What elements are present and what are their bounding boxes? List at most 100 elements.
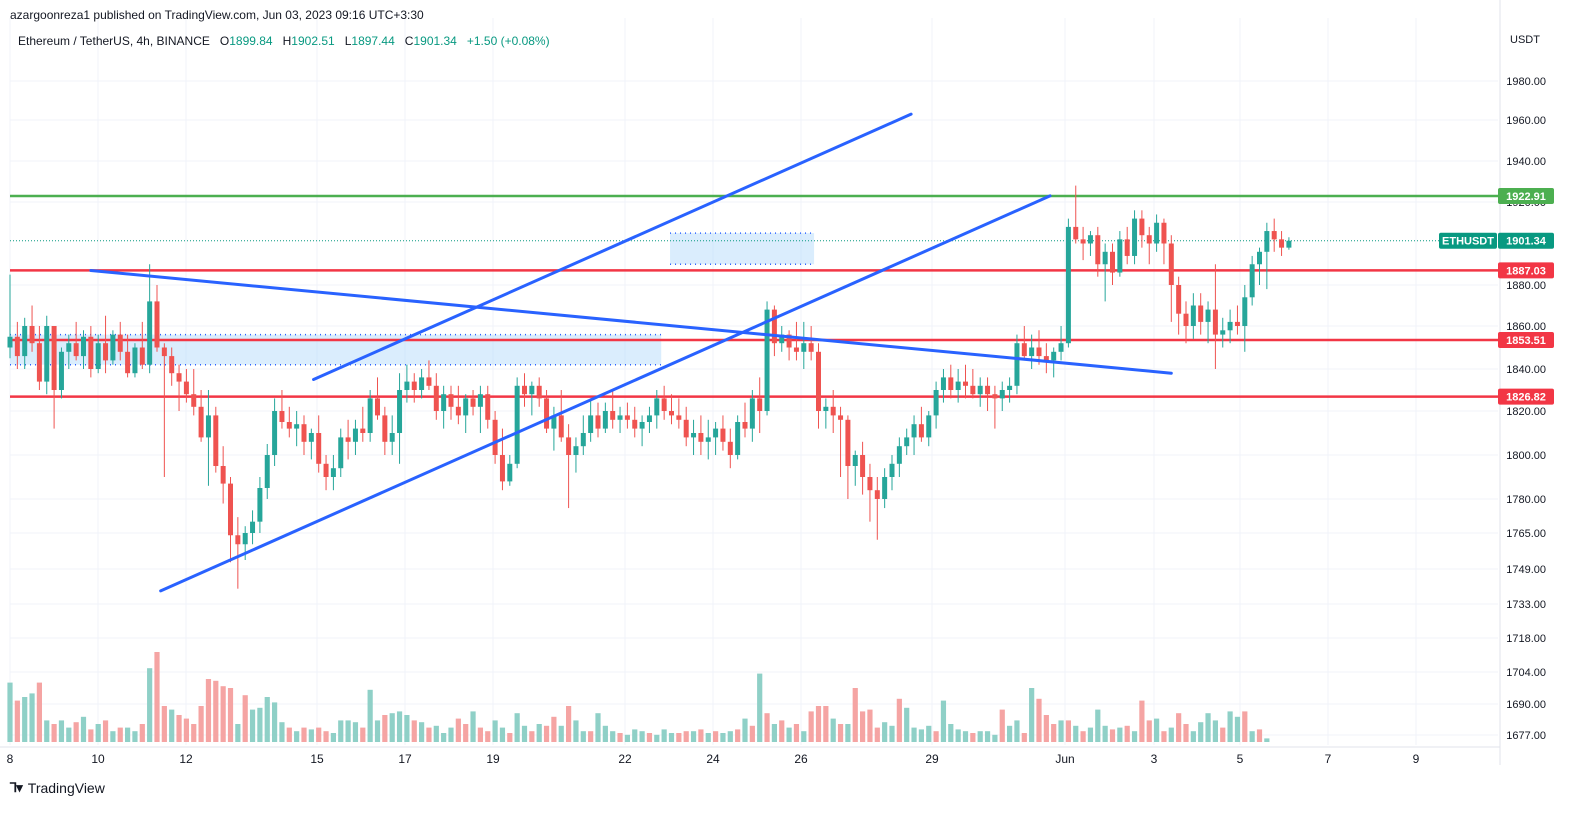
volume-bar (720, 733, 726, 742)
volume-bar (624, 734, 630, 742)
volume-bar (580, 731, 586, 742)
volume-bar (88, 729, 94, 742)
candle-body (426, 377, 432, 386)
candle-body (727, 441, 733, 455)
candle-body (1058, 343, 1064, 352)
last-price-label: 1901.34 (1506, 236, 1547, 248)
volume-bar (1220, 727, 1226, 742)
volume-bar (330, 733, 336, 742)
candle-body (1110, 251, 1115, 273)
volume-bar (125, 727, 131, 742)
volume-bar (36, 682, 42, 742)
candle-body (308, 433, 314, 442)
x-tick-label: 10 (91, 752, 105, 766)
volume-bar (95, 724, 101, 742)
x-tick-label: 29 (925, 752, 939, 766)
volume-bar (14, 700, 20, 742)
candle-body (183, 381, 189, 395)
candle-body (676, 415, 682, 420)
candle-body (345, 437, 351, 442)
candle-body (639, 422, 645, 429)
candle-body (1139, 218, 1145, 236)
volume-bar (999, 709, 1005, 742)
volume-bar (7, 682, 13, 742)
candle-body (14, 336, 20, 357)
volume-bar (374, 720, 381, 742)
candle-body (779, 334, 785, 344)
volume-bar (205, 679, 212, 742)
candle-body (323, 463, 329, 477)
volume-bar (514, 713, 520, 742)
volume-bar (705, 733, 711, 742)
volume-bar (360, 727, 366, 742)
candle-body (896, 446, 902, 464)
candle-body (272, 411, 278, 455)
volume-bar (242, 695, 248, 742)
volume-bar (1131, 731, 1138, 742)
volume-bar (933, 731, 939, 742)
candle-body (602, 411, 608, 429)
volume-bar (507, 733, 513, 742)
candle-body (992, 394, 998, 399)
volume-bar (1190, 731, 1196, 742)
volume-bar (308, 729, 314, 742)
candle-body (1021, 343, 1027, 357)
volume-bar (889, 725, 895, 742)
volume-bar (213, 680, 219, 742)
volume-bar (1043, 715, 1049, 742)
volume-bar (558, 725, 564, 742)
volume-bar (1021, 733, 1027, 742)
candle-body (264, 455, 270, 488)
candle-body (441, 394, 447, 411)
symbol-name[interactable]: Ethereum / TetherUS, 4h, BINANCE (18, 34, 210, 48)
candle-body (507, 463, 513, 482)
x-tick-label: Jun (1055, 752, 1074, 766)
volume-bar (1095, 709, 1101, 742)
candle-body (889, 463, 895, 477)
volume-bar (837, 724, 844, 742)
brand-footer[interactable]: ⅂▾ TradingView (10, 780, 105, 796)
volume-bar (690, 731, 697, 742)
candle-body (646, 415, 652, 422)
volume-bar (536, 724, 542, 742)
candle-body (103, 343, 109, 361)
candle-body (661, 398, 667, 411)
candle-body (573, 446, 579, 455)
volume-bar (771, 724, 777, 742)
candle-body (735, 422, 741, 455)
volume-bar (676, 733, 682, 742)
volume-bar (389, 713, 395, 742)
candle-body (1146, 235, 1152, 244)
candle-body (58, 351, 64, 390)
candle-body (66, 343, 72, 352)
high-value: 1902.51 (291, 34, 335, 48)
volume-bar (29, 693, 35, 742)
volume-bar (749, 725, 755, 742)
volume-bar (793, 724, 800, 742)
volume-bar (639, 731, 645, 742)
open-label: O (219, 34, 230, 48)
volume-bar (22, 697, 28, 742)
volume-bar (367, 689, 373, 742)
candle-body (514, 385, 520, 464)
volume-bar (860, 711, 866, 742)
volume-bar (742, 718, 748, 742)
level-tag-label: 1826.82 (1506, 392, 1546, 404)
candle-body (73, 343, 79, 357)
volume-bar (573, 720, 579, 742)
candle-body (477, 394, 483, 407)
volume-bar (661, 729, 667, 742)
candle-body (1087, 235, 1093, 244)
candle-body (691, 433, 697, 438)
volume-bar (66, 727, 72, 742)
volume-bar (918, 729, 924, 742)
candle-body (580, 433, 586, 447)
volume-bar (815, 706, 822, 742)
volume-bar (411, 720, 417, 742)
volume-bar (808, 711, 814, 742)
close-value: 1901.34 (413, 34, 457, 48)
candle-body (29, 326, 35, 344)
candle-body (522, 385, 527, 395)
candle-body (757, 398, 763, 411)
